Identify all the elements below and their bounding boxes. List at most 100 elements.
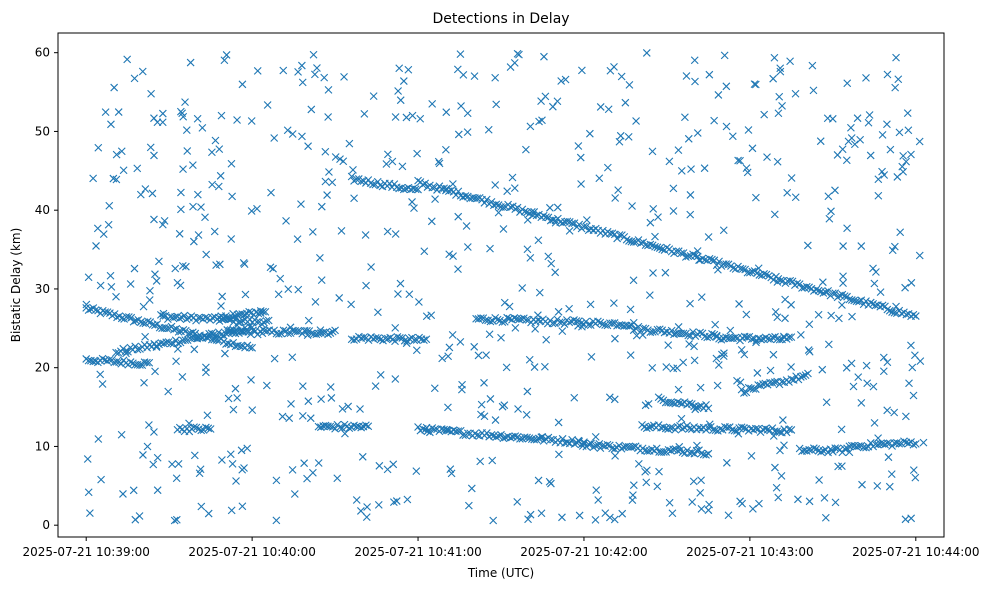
detection-point bbox=[713, 381, 722, 390]
detection-point bbox=[726, 326, 735, 335]
detection-point bbox=[657, 395, 665, 403]
detection-point bbox=[409, 184, 418, 193]
detection-point bbox=[174, 327, 183, 336]
detection-point bbox=[723, 423, 732, 432]
detection-point bbox=[542, 213, 550, 221]
detection-point bbox=[814, 310, 823, 319]
detection-point bbox=[369, 180, 377, 189]
detection-point bbox=[854, 373, 863, 382]
detection-point bbox=[119, 166, 128, 175]
detection-point bbox=[828, 114, 837, 123]
detection-point bbox=[427, 217, 436, 226]
detection-point bbox=[869, 382, 878, 391]
detection-point bbox=[240, 260, 249, 269]
detection-point bbox=[883, 305, 892, 314]
detection-point bbox=[352, 175, 361, 183]
detection-point bbox=[668, 399, 677, 407]
detection-point bbox=[522, 145, 530, 154]
detection-point bbox=[754, 264, 763, 273]
detection-point bbox=[825, 214, 834, 223]
detection-point bbox=[441, 145, 450, 154]
detection-point bbox=[738, 334, 747, 342]
detection-point bbox=[911, 312, 920, 320]
detection-point bbox=[398, 162, 407, 171]
detection-point bbox=[352, 496, 361, 504]
detection-point bbox=[520, 433, 529, 442]
detection-point bbox=[815, 476, 824, 484]
detection-point bbox=[754, 381, 763, 389]
detection-point bbox=[634, 236, 643, 244]
detection-point bbox=[845, 448, 854, 457]
detection-point bbox=[448, 331, 457, 339]
detection-point bbox=[885, 306, 894, 315]
detection-point bbox=[474, 351, 483, 360]
detection-point bbox=[231, 384, 240, 393]
detection-point bbox=[515, 315, 523, 324]
detection-point bbox=[488, 317, 497, 325]
detection-point bbox=[547, 479, 555, 488]
detection-point bbox=[98, 306, 107, 315]
detection-point bbox=[179, 326, 188, 334]
detection-point bbox=[778, 101, 786, 110]
detection-point bbox=[544, 252, 553, 261]
detection-point bbox=[674, 146, 683, 154]
detection-point bbox=[233, 321, 241, 330]
y-tick-label: 40 bbox=[35, 203, 50, 217]
detection-point bbox=[408, 111, 417, 120]
detection-point bbox=[693, 129, 702, 137]
detection-point bbox=[418, 180, 427, 189]
detection-point bbox=[454, 427, 463, 436]
detection-point bbox=[697, 424, 706, 433]
detection-point bbox=[575, 511, 584, 520]
detection-point bbox=[107, 283, 116, 291]
detection-point bbox=[531, 325, 540, 333]
detection-point bbox=[704, 449, 713, 458]
detection-point bbox=[769, 275, 778, 284]
detection-point bbox=[740, 350, 749, 359]
detection-point bbox=[615, 137, 624, 146]
detection-point bbox=[326, 383, 335, 391]
detection-point bbox=[197, 426, 206, 435]
detection-point bbox=[594, 317, 602, 326]
y-axis-label: Bistatic Delay (km) bbox=[9, 228, 23, 343]
detection-point bbox=[827, 446, 836, 455]
detection-point bbox=[642, 49, 651, 57]
detection-point bbox=[357, 423, 366, 432]
detection-point bbox=[215, 260, 224, 269]
detection-point bbox=[140, 378, 148, 387]
detection-point bbox=[696, 383, 705, 392]
detection-point bbox=[454, 130, 463, 139]
detection-point bbox=[871, 301, 880, 310]
detection-point bbox=[781, 314, 789, 323]
x-tick-label: 2025-07-21 10:44:00 bbox=[852, 545, 979, 559]
detection-point bbox=[904, 439, 913, 448]
detection-point bbox=[591, 441, 600, 450]
detection-point bbox=[362, 421, 370, 430]
detection-point bbox=[595, 174, 604, 183]
detection-point bbox=[309, 50, 318, 59]
detection-point bbox=[84, 273, 93, 282]
detection-point bbox=[749, 384, 758, 393]
detection-point bbox=[101, 108, 110, 117]
detection-point bbox=[188, 161, 197, 170]
detection-point bbox=[878, 167, 886, 176]
detection-point bbox=[297, 61, 306, 70]
detection-point bbox=[735, 300, 743, 308]
detection-point bbox=[902, 310, 911, 319]
detection-point bbox=[303, 474, 311, 483]
detection-point bbox=[890, 242, 899, 251]
detection-point bbox=[526, 122, 535, 131]
detection-point bbox=[240, 310, 249, 319]
detection-point bbox=[349, 165, 357, 174]
detection-point bbox=[771, 463, 779, 472]
detection-point bbox=[150, 114, 158, 123]
detection-point bbox=[286, 323, 295, 332]
detection-point bbox=[105, 201, 114, 210]
detection-point bbox=[486, 244, 494, 253]
detection-point bbox=[808, 61, 817, 70]
detection-point bbox=[629, 442, 638, 451]
detection-point bbox=[340, 72, 348, 81]
detection-point bbox=[397, 183, 406, 192]
detection-point bbox=[831, 498, 840, 507]
detection-point bbox=[394, 87, 402, 95]
